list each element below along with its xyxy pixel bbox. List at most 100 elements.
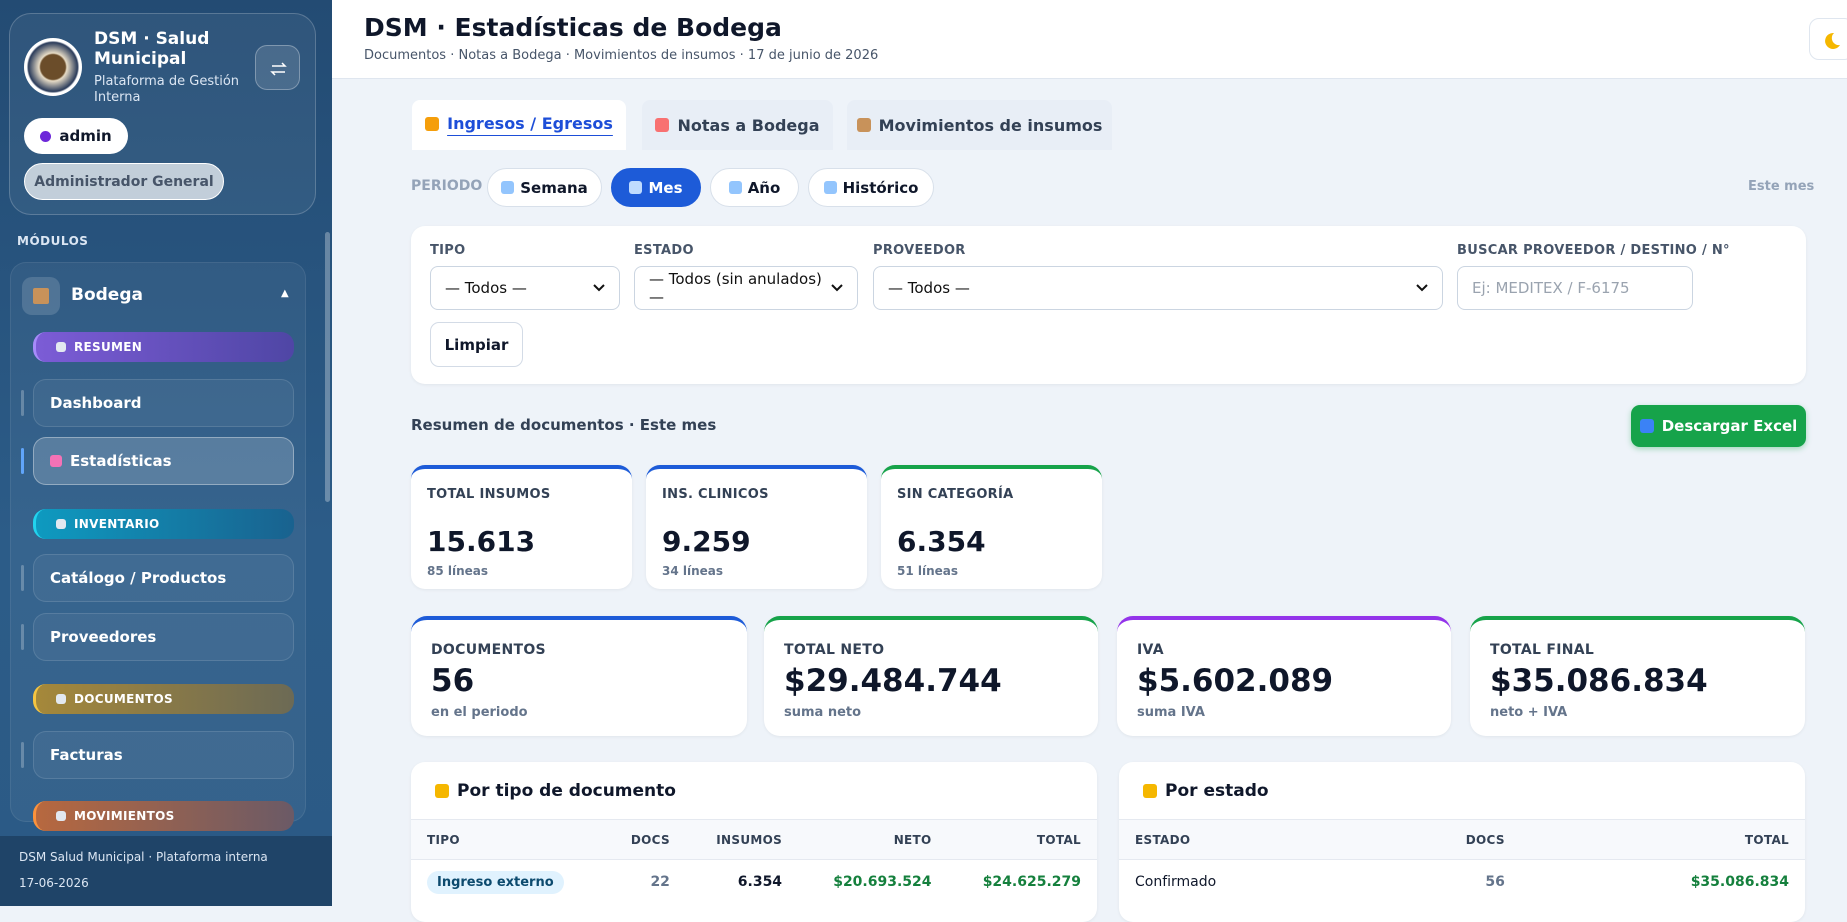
tab-icon	[425, 116, 440, 131]
filter-input[interactable]: — Todos (sin anulados) —	[634, 266, 858, 310]
theme-toggle[interactable]	[1809, 18, 1847, 60]
table-row: Ingreso externo 22 6.354 $20.693.524 $24.625…	[411, 860, 1097, 904]
collapse-button[interactable]	[255, 45, 300, 90]
period-button[interactable]: Histórico	[808, 168, 934, 207]
sidebar-link[interactable]: Proveedores	[33, 613, 294, 661]
sidebar-footer: DSM Salud Municipal · Plataforma interna…	[0, 836, 332, 906]
column-header: INSUMOS	[685, 819, 799, 860]
sidebar-marker	[21, 448, 24, 474]
type-badge: Ingreso externo	[427, 870, 564, 894]
sidebar-link[interactable]: Estadísticas	[33, 437, 294, 485]
column-header: DOCS	[604, 819, 686, 860]
section-label: DOCUMENTOS	[74, 692, 173, 706]
column-header: TOTAL	[947, 819, 1097, 860]
card-note: neto + IVA	[1490, 705, 1568, 720]
period-button[interactable]: Semana	[487, 168, 602, 207]
period-label: Histórico	[842, 178, 919, 197]
table-card: Por tipo de documento TIPO DOCS INSUMOS NETO…	[411, 762, 1097, 922]
small-card: SIN CATEGORÍA 6.354 51 líneas	[881, 465, 1102, 589]
footer-line: DSM Salud Municipal · Plataforma interna	[19, 850, 268, 864]
card-value: 15.613	[427, 525, 536, 558]
scrollbar	[325, 232, 330, 502]
filter-value: Ej: MEDITEX / F-6175	[1472, 279, 1630, 297]
download-icon	[1639, 419, 1654, 433]
small-card: INS. CLINICOS 9.259 34 líneas	[646, 465, 867, 589]
sidebar-section: DOCUMENTOS	[33, 684, 294, 714]
filter-input[interactable]: Ej: MEDITEX / F-6175	[1457, 266, 1693, 310]
big-card: DOCUMENTOS 56 en el periodo	[411, 616, 747, 736]
filter-label: ESTADO	[634, 243, 694, 258]
section-icon	[56, 519, 66, 529]
column-header: TIPO	[411, 819, 605, 860]
clear-button[interactable]: Limpiar	[430, 322, 523, 367]
table-cell: 6.354	[686, 860, 798, 904]
section-label: MOVIMIENTOS	[74, 809, 175, 823]
group-caret[interactable]: ▲	[281, 288, 289, 299]
sidebar-marker	[21, 390, 24, 416]
period-icon	[629, 181, 643, 194]
sidebar-link[interactable]: Dashboard	[33, 379, 294, 427]
table-cell: Confirmado	[1119, 860, 1366, 904]
tab[interactable]: Ingresos / Egresos	[412, 100, 626, 150]
card-label: DOCUMENTOS	[431, 642, 546, 658]
sidebar-marker	[21, 624, 24, 650]
card-label: TOTAL FINAL	[1490, 642, 1595, 658]
card-note: suma neto	[784, 705, 862, 720]
period-button[interactable]: Año	[710, 168, 799, 207]
period-label: Semana	[520, 178, 588, 197]
tab-label: Movimientos de insumos	[878, 115, 1103, 135]
cell-text: 6.354	[737, 873, 783, 890]
summary-title: Resumen de documentos · Este mes	[411, 416, 717, 434]
card-value: 6.354	[897, 525, 986, 558]
link-label: Facturas	[50, 746, 123, 764]
card-label: TOTAL NETO	[784, 642, 885, 658]
brand-subtitle: Plataforma de Gestión Interna	[94, 74, 240, 105]
cell-text: $35.086.834	[1690, 873, 1789, 890]
header-row: ESTADO DOCS TOTAL	[1119, 819, 1805, 860]
brand-card: DSM · Salud Municipal Plataforma de Gest…	[9, 13, 316, 215]
filter-value: — Todos —	[445, 279, 527, 297]
footer-date: 17-06-2026	[19, 876, 89, 890]
card-label: TOTAL INSUMOS	[427, 487, 551, 502]
card-label: INS. CLINICOS	[662, 487, 769, 502]
page-subtitle: Documentos · Notas a Bodega · Movimiento…	[364, 48, 879, 63]
card-value: $29.484.744	[784, 663, 1002, 699]
user-name: admin	[59, 127, 112, 145]
tab[interactable]: Movimientos de insumos	[847, 100, 1112, 150]
user-pill[interactable]: admin	[24, 118, 128, 154]
table-cell: 22	[604, 860, 685, 904]
sidebar: DSM · Salud Municipal Plataforma de Gest…	[0, 0, 332, 906]
sidebar-section: INVENTARIO	[33, 509, 294, 539]
chevron	[1416, 284, 1428, 292]
sidebar-marker	[21, 742, 24, 768]
group-title[interactable]: Bodega	[71, 285, 143, 305]
tab-icon	[655, 118, 670, 132]
period-icon	[728, 181, 742, 194]
section-label: RESUMEN	[74, 340, 143, 354]
sidebar-section: RESUMEN	[33, 332, 294, 362]
card-note: 85 líneas	[427, 564, 489, 578]
sidebar-link[interactable]: Catálogo / Productos	[33, 554, 294, 602]
filter-input[interactable]: — Todos —	[873, 266, 1443, 310]
header-row: TIPO DOCS INSUMOS NETO TOTAL	[411, 819, 1097, 860]
sidebar-link[interactable]: Facturas	[33, 731, 294, 779]
period-button[interactable]: Mes	[611, 168, 701, 207]
section-label: INVENTARIO	[74, 517, 160, 531]
download-button[interactable]: Descargar Excel	[1631, 405, 1806, 447]
sidebar-section: MOVIMIENTOS	[33, 801, 294, 831]
column-header: ESTADO	[1119, 819, 1366, 860]
column-header: TOTAL	[1520, 819, 1805, 860]
table-title: Por tipo de documento	[457, 780, 676, 801]
filter-value: — Todos —	[888, 279, 970, 297]
tab[interactable]: Notas a Bodega	[642, 100, 833, 150]
group-icon	[22, 277, 60, 315]
filter-label: BUSCAR PROVEEDOR / DESTINO / N°	[1457, 243, 1730, 258]
table-cell: Ingreso externo	[411, 860, 604, 904]
logo	[24, 38, 82, 96]
section-icon	[56, 811, 66, 821]
section-icon	[56, 342, 66, 352]
period-icon	[501, 181, 515, 194]
period-label: Año	[747, 178, 781, 197]
table-cell: 56	[1366, 860, 1521, 904]
filter-input[interactable]: — Todos —	[430, 266, 620, 310]
